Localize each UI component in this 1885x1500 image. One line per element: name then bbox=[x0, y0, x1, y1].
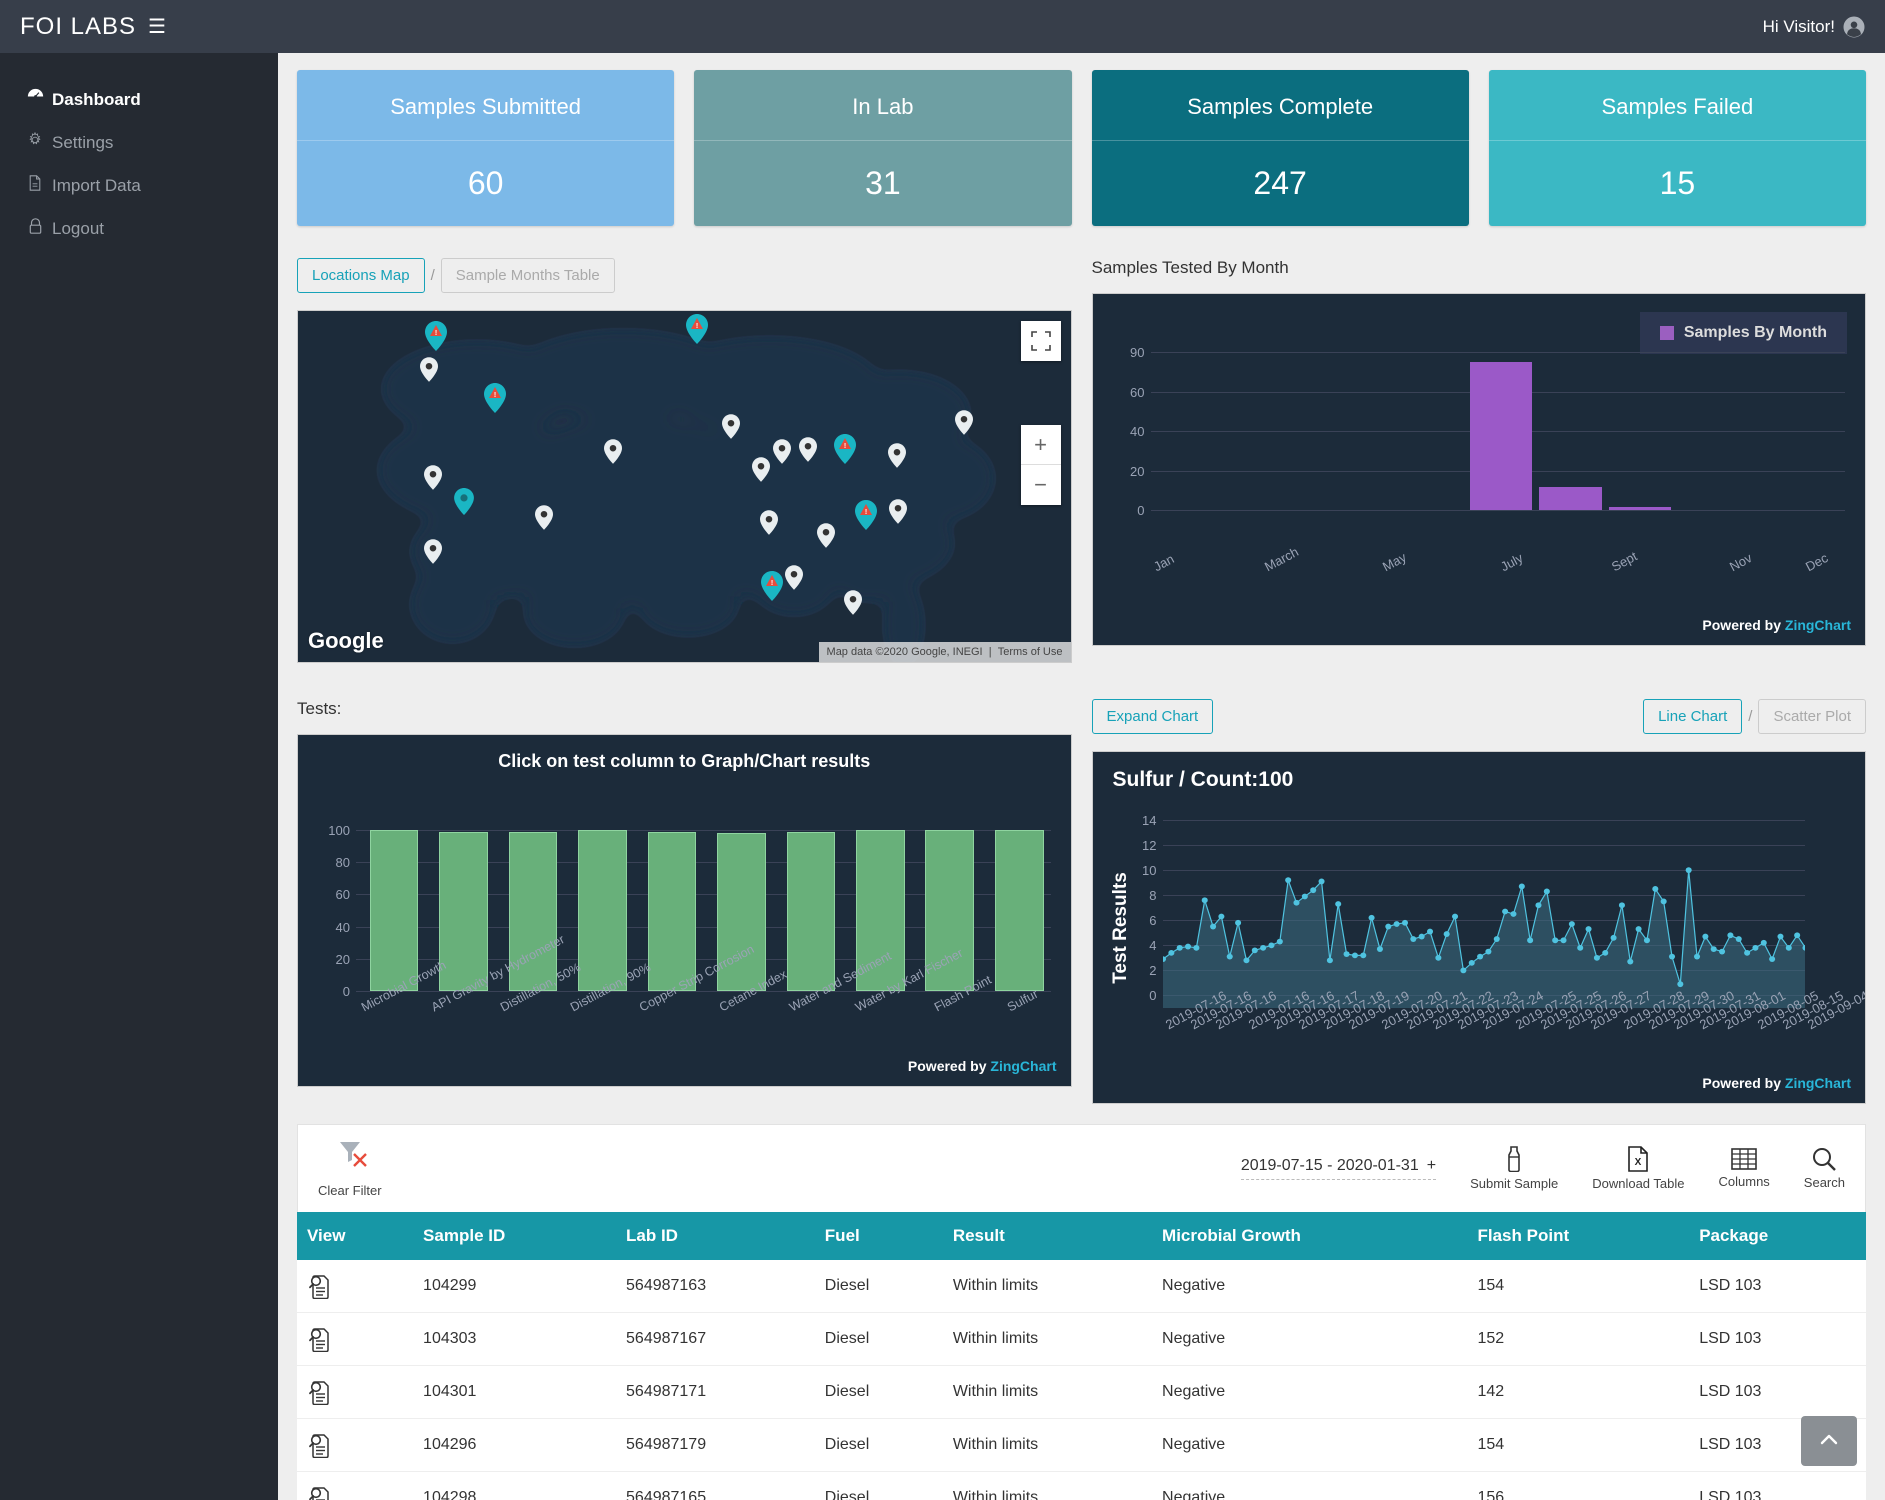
svg-text:!: ! bbox=[434, 330, 436, 337]
svg-text:!: ! bbox=[865, 509, 867, 516]
svg-text:!: ! bbox=[696, 323, 698, 330]
svg-text:X: X bbox=[1635, 1157, 1642, 1168]
svg-text:!: ! bbox=[770, 580, 772, 587]
svg-text:!: ! bbox=[494, 392, 496, 399]
svg-text:!: ! bbox=[844, 443, 846, 450]
